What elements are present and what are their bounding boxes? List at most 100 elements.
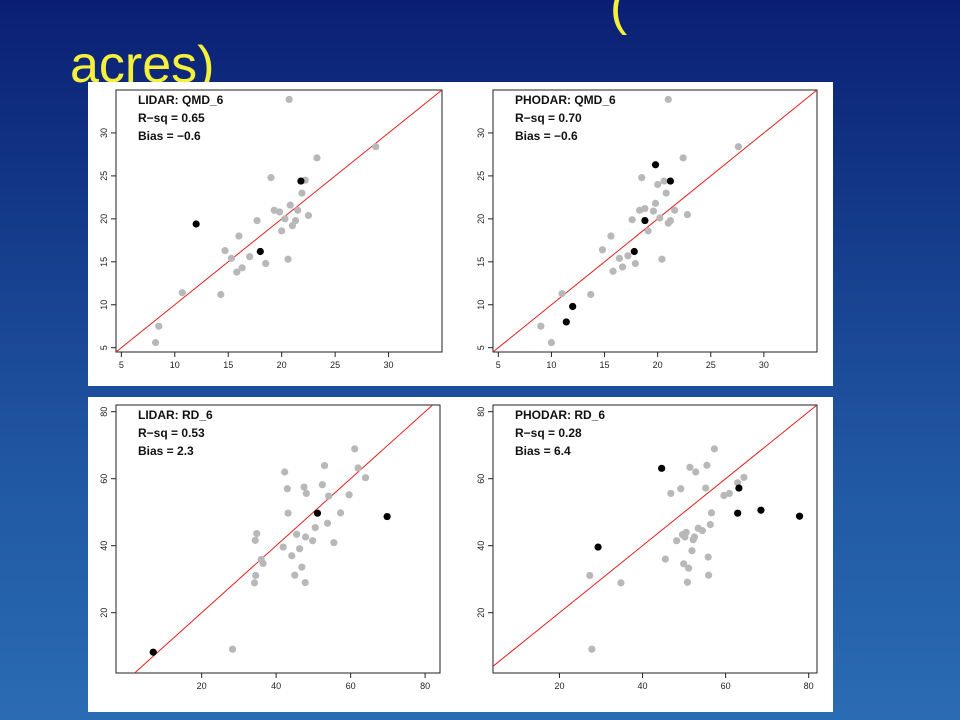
data-point-gray <box>686 463 694 471</box>
data-point-gray <box>682 528 690 536</box>
data-point-black <box>735 484 743 492</box>
data-point-gray <box>253 530 261 538</box>
data-point-gray <box>228 645 237 653</box>
y-tick-label: 5 <box>476 345 486 350</box>
data-point-gray <box>677 485 685 493</box>
plot-frame <box>115 89 443 353</box>
data-point-gray <box>734 143 742 151</box>
x-tick-label: 5 <box>496 360 501 370</box>
plot-stat: Bias = −0.6 <box>515 129 578 143</box>
data-point-gray <box>300 483 308 491</box>
data-point-gray <box>155 322 163 330</box>
data-point-gray <box>649 207 658 215</box>
plot-area <box>493 90 817 352</box>
data-point-gray <box>298 189 306 197</box>
y-tick-label: 60 <box>99 474 109 484</box>
data-point-gray <box>547 338 556 347</box>
one-to-one-line <box>493 405 817 667</box>
x-tick-label: 5 <box>119 360 124 370</box>
data-point-gray <box>251 536 259 544</box>
data-point-gray <box>293 530 301 538</box>
data-point-gray <box>259 559 267 568</box>
data-point-gray <box>151 338 160 347</box>
data-point-gray <box>706 520 714 529</box>
y-tick-label: 25 <box>99 171 109 181</box>
data-point-gray <box>238 264 246 272</box>
data-point-gray <box>671 206 679 214</box>
data-point-gray <box>607 232 615 240</box>
data-point-gray <box>281 215 289 223</box>
y-tick-label: 15 <box>476 257 486 267</box>
data-point-gray <box>690 533 699 541</box>
plot-stat: R−sq = 0.70 <box>515 111 582 125</box>
data-point-gray <box>288 222 296 230</box>
slide-title: (acres) <box>70 0 627 94</box>
data-point-gray <box>707 509 716 517</box>
data-point-gray <box>631 259 639 268</box>
data-point-gray <box>651 199 660 207</box>
data-point-gray <box>361 474 370 482</box>
plot-stat: Bias = −0.6 <box>138 129 201 143</box>
data-point-gray <box>372 143 380 151</box>
one-to-one-line <box>116 90 442 352</box>
data-point-gray <box>644 227 652 235</box>
data-point-gray <box>313 154 321 162</box>
data-point-gray <box>710 445 718 453</box>
data-point-gray <box>178 289 186 297</box>
data-point-gray <box>235 232 243 240</box>
data-point-gray <box>702 484 710 492</box>
x-tick-label: 40 <box>271 681 281 691</box>
scatter-plot-phodar-qmd: 5 10 15 20 25 30 5 10 15 20 25 30 PHODAR: QMD_6 R−sq … <box>476 89 818 370</box>
x-tick-label: 60 <box>346 681 356 691</box>
data-point-gray <box>685 564 693 572</box>
data-point-gray <box>298 563 306 571</box>
data-point-gray <box>619 263 627 271</box>
data-point-black <box>658 464 666 472</box>
data-point-gray <box>609 267 617 275</box>
figure-panel-top <box>88 82 833 386</box>
data-point-gray <box>680 560 688 568</box>
x-tick-label: 80 <box>420 681 430 691</box>
data-point-gray <box>666 216 675 225</box>
plot-title: LIDAR: QMD_6 <box>138 93 224 107</box>
data-point-gray <box>301 533 310 541</box>
data-point-gray <box>720 491 728 500</box>
data-point-gray <box>320 462 329 470</box>
data-point-gray <box>345 491 353 499</box>
data-point-gray <box>587 290 595 299</box>
data-point-gray <box>734 479 742 487</box>
data-point-gray <box>683 578 691 586</box>
data-point-gray <box>250 579 259 587</box>
data-point-black <box>795 512 804 520</box>
data-point-gray <box>588 645 596 653</box>
data-point-black <box>734 509 742 517</box>
data-point-gray <box>703 461 711 469</box>
y-tick-label: 30 <box>99 128 109 138</box>
x-tick-label: 20 <box>197 681 207 691</box>
data-point-gray <box>558 289 566 298</box>
data-point-gray <box>252 571 260 580</box>
x-tick-label: 10 <box>546 360 556 370</box>
plot-area <box>116 90 442 352</box>
one-to-one-line <box>133 405 434 673</box>
data-point-gray <box>311 524 319 532</box>
y-tick-label: 20 <box>476 608 486 618</box>
data-point-gray <box>679 154 687 162</box>
y-tick-label: 30 <box>476 128 486 138</box>
data-point-gray <box>227 254 236 262</box>
data-point-black <box>256 247 264 256</box>
data-point-gray <box>638 174 646 182</box>
data-point-gray <box>537 322 545 330</box>
data-point-black <box>297 177 305 185</box>
data-point-gray <box>654 180 662 189</box>
data-point-gray <box>291 571 299 579</box>
plot-area <box>133 405 434 673</box>
plot-stat: Bias = 2.3 <box>138 444 194 458</box>
y-tick-label: 20 <box>99 214 109 224</box>
one-to-one-line <box>493 90 817 352</box>
data-point-black <box>666 177 675 185</box>
data-point-gray <box>291 216 300 225</box>
data-point-gray <box>330 539 338 547</box>
plot-title: LIDAR: RD_6 <box>138 408 213 422</box>
y-tick-label: 80 <box>99 407 109 417</box>
